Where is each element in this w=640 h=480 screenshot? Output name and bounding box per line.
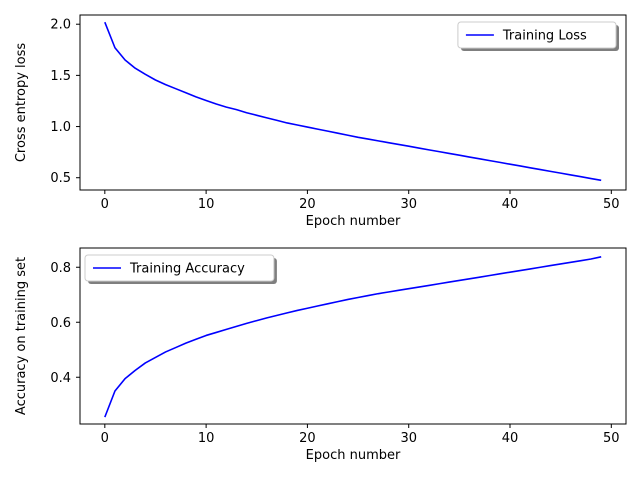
chart-2-xtick-label: 10 <box>198 431 215 446</box>
chart-1-legend: Training Loss <box>457 21 619 51</box>
chart-1-ylabel: Cross entropy loss <box>14 43 29 163</box>
chart-1-xlabel: Epoch number <box>306 214 401 229</box>
chart-2-xtick-label: 50 <box>603 431 620 446</box>
accuracy-subplot: 0 10 20 30 40 50 0.4 0.6 0.8 Epoch number Accuracy… <box>14 247 627 463</box>
chart-1-xtick-label: 0 <box>101 197 109 212</box>
chart-1-xtick-label: 50 <box>603 197 620 212</box>
chart-1-axes-frame <box>79 14 627 191</box>
chart-2-xtick-label: 20 <box>299 431 316 446</box>
chart-1-xtick-label: 10 <box>198 197 215 212</box>
chart-2-axes-frame <box>79 247 627 425</box>
chart-2-legend-box <box>84 254 275 282</box>
chart-2-ytick-label: 0.6 <box>50 316 71 331</box>
chart-1-series-1-line <box>104 21 602 182</box>
chart-1-ytick-label: 0.5 <box>50 171 71 186</box>
chart-1-xtick-label: 20 <box>299 197 316 212</box>
chart-1-xtick-label: 30 <box>400 197 417 212</box>
chart-2-ylabel: Accuracy on training set <box>14 257 29 415</box>
chart-1-ytick-label: 1.5 <box>50 69 71 84</box>
chart-2-legend-label: Training Accuracy <box>129 262 245 277</box>
loss-subplot: 0 10 20 30 40 50 0.5 1.0 1.5 2.0 Epoch number Cross… <box>14 14 627 229</box>
chart-1-ytick-label: 2.0 <box>50 18 71 33</box>
chart-2-xtick-label: 40 <box>502 431 519 446</box>
chart-1-ytick-label: 1.0 <box>50 120 71 135</box>
chart-1-legend-label: Training Loss <box>502 29 587 44</box>
chart-2-series-1-line <box>104 256 602 418</box>
chart-2-xlabel: Epoch number <box>306 448 401 463</box>
chart-2-xtick-label: 0 <box>101 431 109 446</box>
chart-2-ytick-label: 0.8 <box>50 261 71 276</box>
chart-2-ytick-label: 0.4 <box>50 371 71 386</box>
chart-2-xtick-label: 30 <box>400 431 417 446</box>
chart-1-legend-box <box>457 21 617 49</box>
chart-2-legend: Training Accuracy <box>84 254 277 284</box>
chart-1-xtick-label: 40 <box>502 197 519 212</box>
